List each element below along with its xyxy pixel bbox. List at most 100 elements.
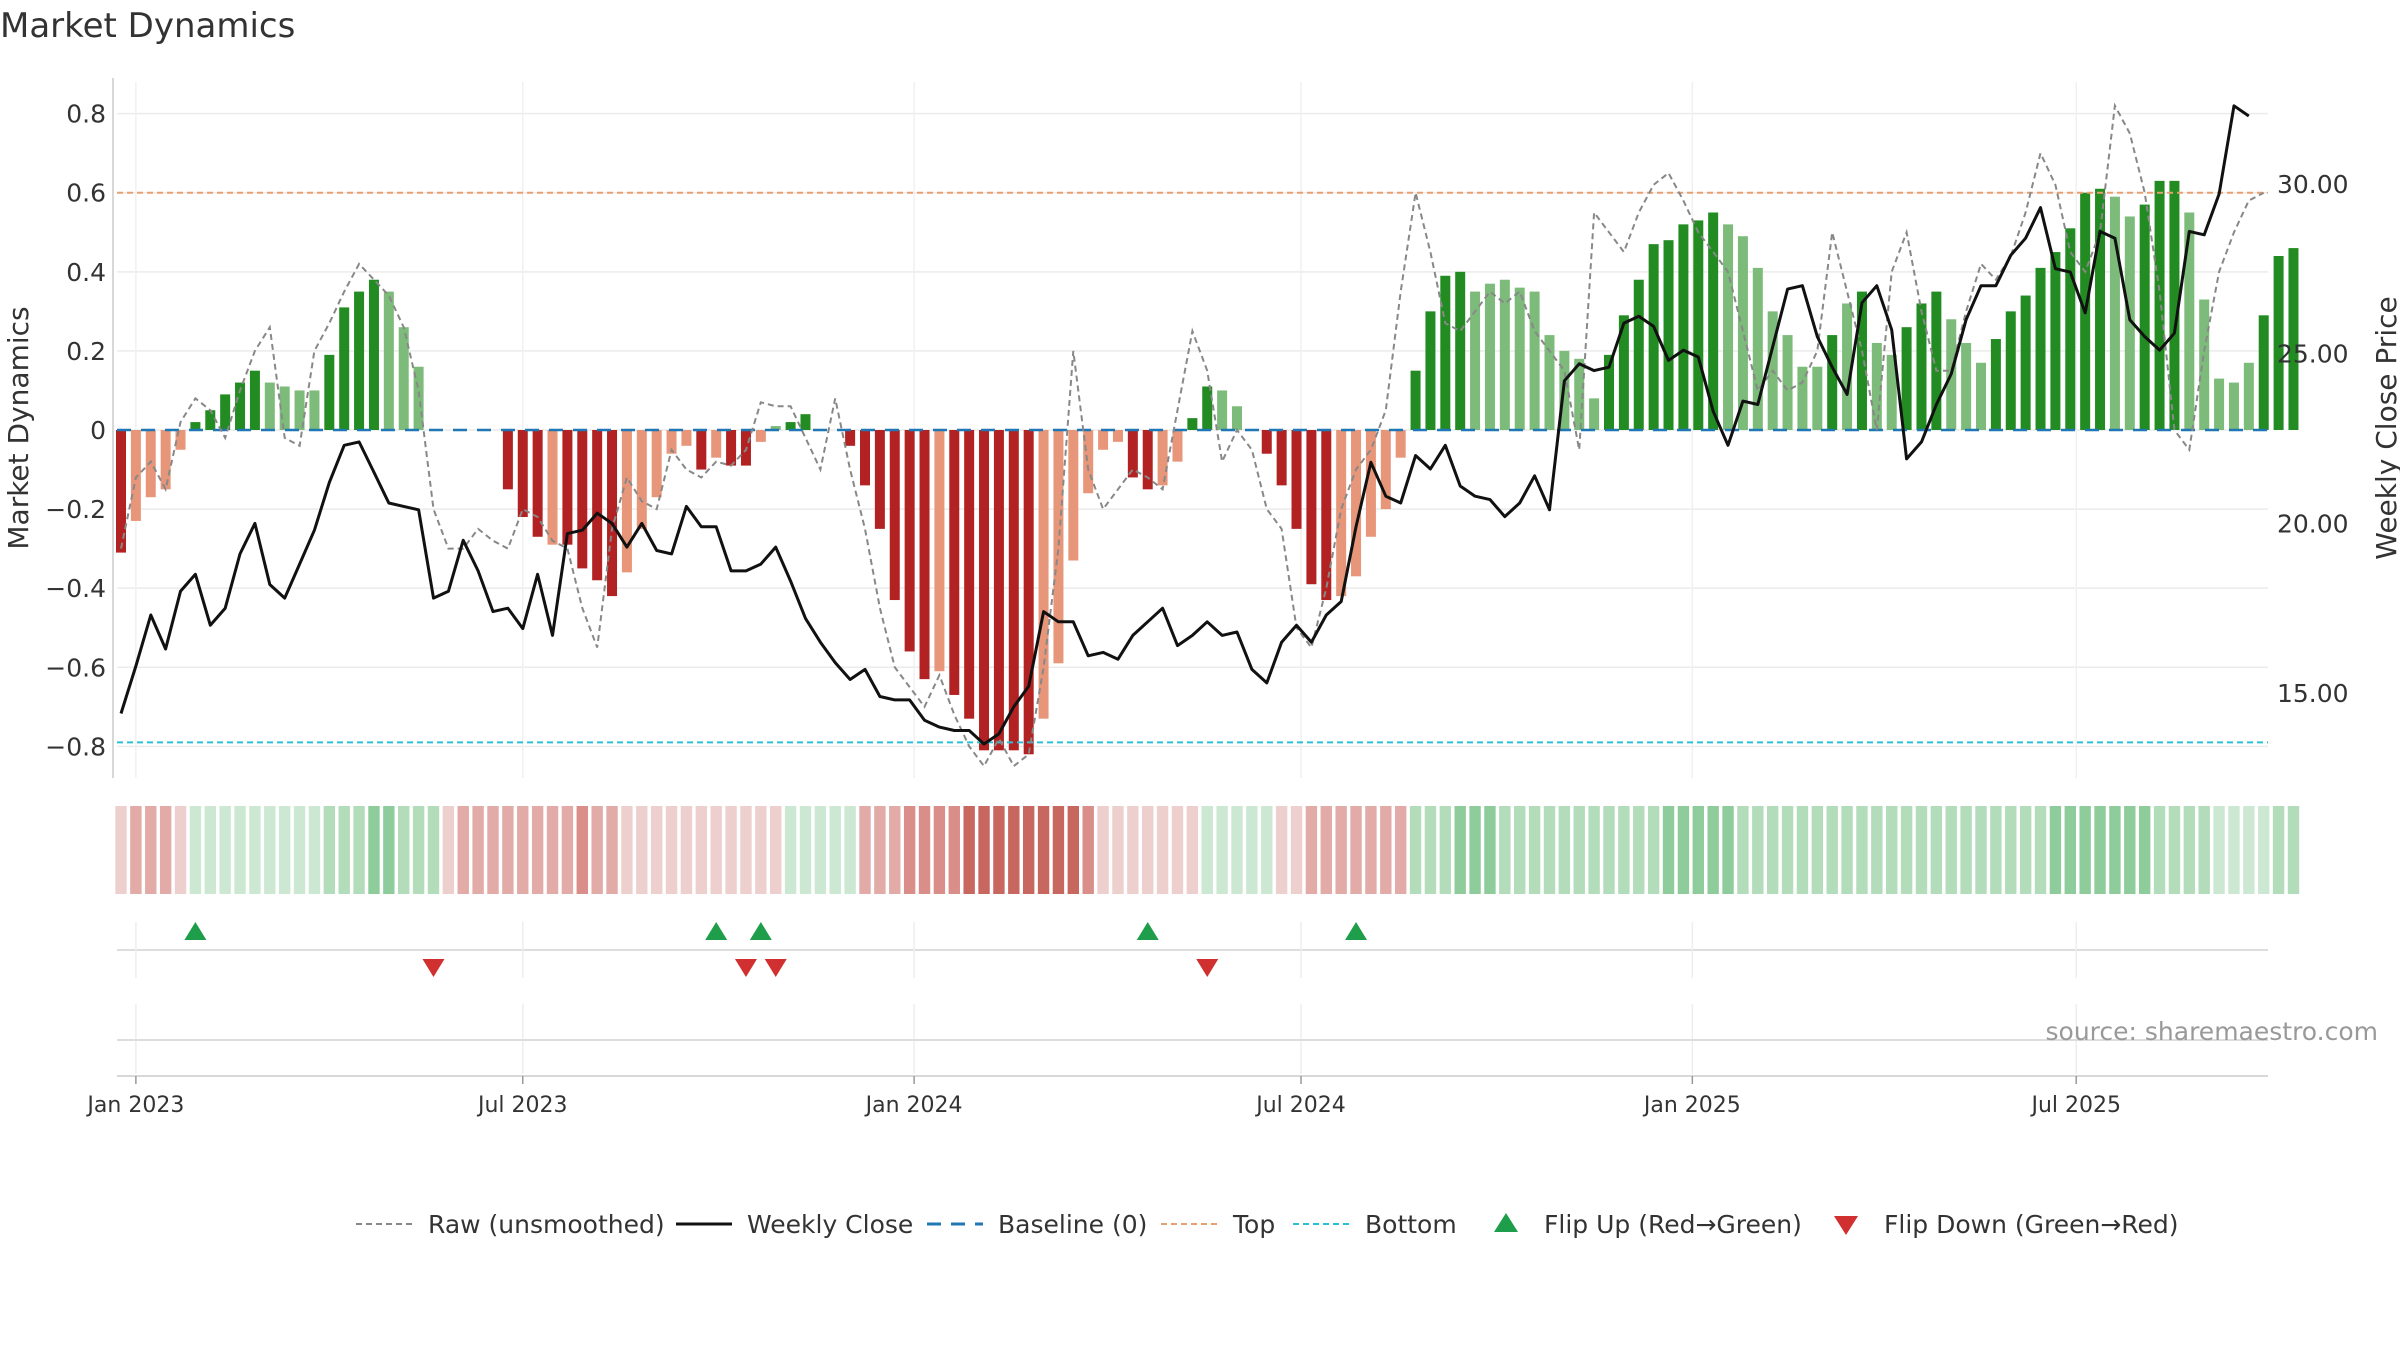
strip-cell-84 [1365,806,1377,894]
dynamics-bar-98 [1574,358,1585,430]
dynamics-bar-66 [1098,430,1109,450]
legend-swatch-flip-down [1834,1216,1858,1235]
strip-cell-110 [1752,806,1764,894]
level-lines [117,191,2268,744]
strip-cell-131 [2064,806,2076,894]
dynamics-bar-65 [1083,430,1094,494]
dynamics-bar-121 [1916,303,1927,430]
strip-cell-76 [1246,806,1258,894]
flip-down-marker-2 [764,959,787,977]
strip-cell-126 [1990,806,2002,894]
strip-cell-80 [1305,806,1318,894]
x-axis-ticks: Jan 2023 Jul 2023 Jan 2024 Jul 2024 Jan 2025… [85,1076,2121,1118]
dynamics-bar-79 [1291,430,1302,529]
dynamics-bar-137 [2154,180,2165,430]
dynamics-bar-4 [175,430,186,450]
dynamics-bar-140 [2199,299,2210,430]
strip-cell-0 [115,806,127,894]
dynamics-bar-68 [1127,430,1138,478]
strip-cell-5 [189,806,202,894]
strip-cell-60 [1008,806,1020,894]
dynamics-bar-20 [413,366,424,430]
dynamics-bar-5 [190,422,201,430]
dynamics-bar-2 [145,430,156,498]
dynamics-bar-54 [919,430,930,680]
dynamics-bar-143 [2243,362,2254,430]
strip-cell-73 [1201,806,1213,894]
dynamics-bar-83 [1351,430,1362,577]
dynamics-bar-95 [1529,291,1540,430]
strip-cell-102 [1633,806,1645,894]
strip-cell-50 [859,806,871,894]
strip-cell-24 [472,806,484,894]
strip-cell-127 [2005,806,2017,894]
dynamics-bar-124 [1961,343,1972,430]
dynamics-bar-59 [993,430,1004,751]
strip-cell-58 [978,806,990,894]
strip-cell-39 [695,806,708,894]
dynamics-bar-12 [294,390,305,430]
strip-cell-7 [219,806,231,894]
strip-cell-70 [1156,806,1169,894]
dynamics-bar-44 [770,426,781,430]
dynamics-bar-33 [607,430,618,597]
dynamics-bar-64 [1068,430,1079,561]
strip-cell-74 [1216,806,1228,894]
y2-axis-label: Weekly Close Price [2370,296,2400,559]
strip-cell-12 [293,806,306,894]
strip-cell-143 [2243,806,2255,894]
strip-cell-97 [1558,806,1571,894]
strip-cell-134 [2109,806,2121,894]
dynamics-bar-8 [235,382,246,430]
strip-cell-122 [1930,806,1943,894]
strip-cell-89 [1439,806,1452,894]
dynamics-bar-134 [2109,196,2120,430]
dynamics-bar-19 [398,327,409,430]
strip-cell-16 [353,806,365,894]
dynamics-bar-60 [1008,430,1019,751]
dynamics-bar-74 [1217,390,1228,430]
strip-cell-25 [487,806,499,894]
dynamics-bar-112 [1782,335,1793,430]
dynamics-bar-128 [2020,295,2031,430]
strip-cell-28 [531,806,544,894]
strip-cell-43 [755,806,767,894]
dynamics-bar-39 [696,430,707,470]
strip-cell-51 [874,806,886,894]
dynamics-bar-133 [2095,188,2106,430]
strip-cell-13 [308,806,321,894]
strip-cell-2 [145,806,157,894]
dynamics-bar-90 [1455,271,1466,430]
strip-cell-79 [1290,806,1303,894]
legend-label-3: Top [1232,1210,1275,1239]
strip-cell-146 [2287,806,2300,894]
dynamics-bar-85 [1380,430,1391,510]
strip-cell-93 [1499,806,1511,894]
y2-tick-label-3: 15.00 [2277,679,2349,708]
strip-cell-62 [1037,806,1050,894]
flip-down-marker-1 [734,959,757,977]
dynamics-bars [116,180,2299,755]
strip-cell-109 [1737,806,1749,894]
dynamics-bar-94 [1514,287,1525,430]
dynamics-bar-11 [279,386,290,430]
strip-cell-10 [264,806,276,894]
strip-cell-30 [561,806,574,894]
legend-label-0: Raw (unsmoothed) [428,1210,665,1239]
strip-cell-95 [1528,806,1541,894]
strip-cell-136 [2138,806,2151,894]
dynamics-bar-18 [383,291,394,430]
dynamics-bar-71 [1172,430,1183,462]
dynamics-bar-67 [1112,430,1123,442]
dynamics-bar-118 [1871,343,1882,430]
dynamics-bar-125 [1976,362,1986,430]
strip-cell-18 [383,806,395,894]
strip-cell-85 [1380,806,1392,894]
strip-cell-106 [1692,806,1704,894]
x-tick-label-1: Jul 2023 [476,1093,568,1118]
regime-strip [115,806,2300,894]
dynamics-bar-81 [1321,430,1332,601]
strip-cell-96 [1543,806,1556,894]
strip-cell-78 [1275,806,1288,894]
strip-cell-9 [249,806,261,894]
